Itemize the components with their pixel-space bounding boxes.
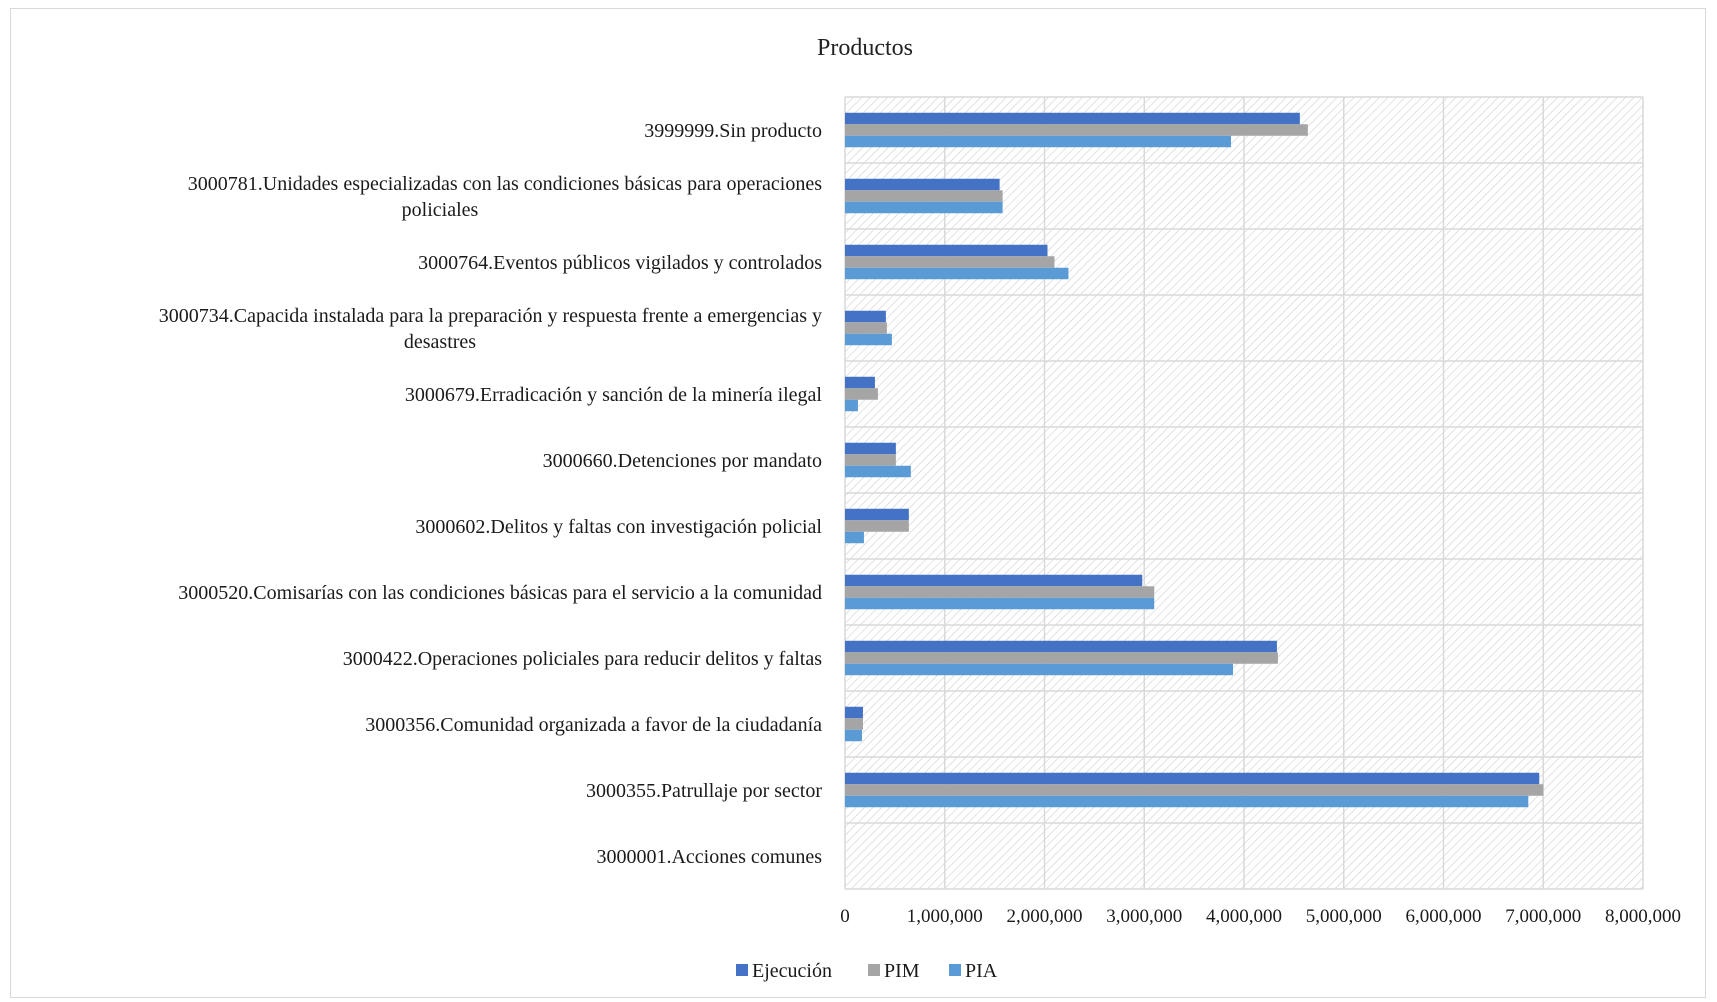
category-label: 3000520.Comisarías con las condiciones b…: [178, 582, 822, 604]
category-label: 3000422.Operaciones policiales para redu…: [343, 648, 822, 670]
legend-label: PIA: [965, 960, 998, 982]
bar: [845, 376, 875, 389]
x-tick-label: 8,000,000: [1605, 906, 1681, 927]
bar: [845, 310, 886, 323]
bar: [845, 388, 878, 400]
legend-swatch: [868, 964, 880, 976]
x-tick-label: 3,000,000: [1106, 906, 1182, 927]
legend-label: PIM: [884, 960, 920, 982]
category-label: 3000781.Unidades especializadas con las …: [188, 173, 822, 195]
bar: [845, 520, 909, 532]
x-tick-label: 6,000,000: [1406, 906, 1482, 927]
x-tick-label: 2,000,000: [1007, 906, 1083, 927]
bar: [845, 586, 1155, 598]
category-label: policiales: [402, 199, 479, 221]
bar: [845, 531, 864, 544]
bar: [845, 178, 1000, 191]
bar: [845, 706, 863, 719]
category-label: 3000764.Eventos públicos vigilados y con…: [418, 252, 822, 274]
category-label: 3000602.Delitos y faltas con investigaci…: [415, 516, 822, 538]
chart-title: Productos: [817, 35, 913, 61]
legend-label: Ejecución: [752, 960, 832, 982]
bar: [845, 640, 1277, 653]
category-label: 3000660.Detenciones por mandato: [543, 450, 822, 472]
bar: [845, 508, 909, 521]
bar: [845, 465, 911, 478]
category-label: 3000679.Erradicación y sanción de la min…: [405, 384, 823, 406]
category-label: desastres: [404, 331, 476, 353]
bar: [845, 663, 1234, 676]
category-label: 3000734.Capacida instalada para la prepa…: [159, 305, 822, 327]
x-tick-label: 5,000,000: [1306, 906, 1382, 927]
bar: [845, 112, 1300, 125]
bar: [845, 256, 1055, 268]
legend-swatch: [949, 964, 961, 976]
bar: [845, 322, 887, 334]
x-tick-label: 0: [840, 906, 850, 927]
bar: [845, 399, 858, 412]
bar: [845, 267, 1069, 280]
bar: [845, 772, 1540, 785]
category-label: 3000356.Comunidad organizada a favor de …: [365, 714, 822, 736]
bar: [845, 718, 863, 730]
x-tick-label: 4,000,000: [1206, 906, 1282, 927]
bar: [845, 135, 1232, 148]
bar: [845, 201, 1003, 214]
bar: [845, 574, 1143, 587]
legend-swatch: [736, 964, 748, 976]
x-tick-label: 7,000,000: [1505, 906, 1581, 927]
bar: [845, 795, 1529, 808]
chart-frame: [10, 8, 1706, 998]
category-label: 3000355.Patrullaje por sector: [586, 780, 822, 802]
bar: [845, 190, 1003, 202]
bar: [845, 124, 1308, 136]
bar: [845, 244, 1048, 257]
bar: [845, 442, 896, 455]
bar: [845, 729, 862, 742]
bar: [845, 333, 892, 346]
bar: [845, 454, 896, 466]
bar: [845, 597, 1155, 610]
category-label: 3000001.Acciones comunes: [596, 846, 822, 868]
x-tick-label: 1,000,000: [907, 906, 983, 927]
bar: [845, 784, 1544, 796]
category-label: 3999999.Sin producto: [644, 120, 822, 142]
bar: [845, 652, 1278, 664]
